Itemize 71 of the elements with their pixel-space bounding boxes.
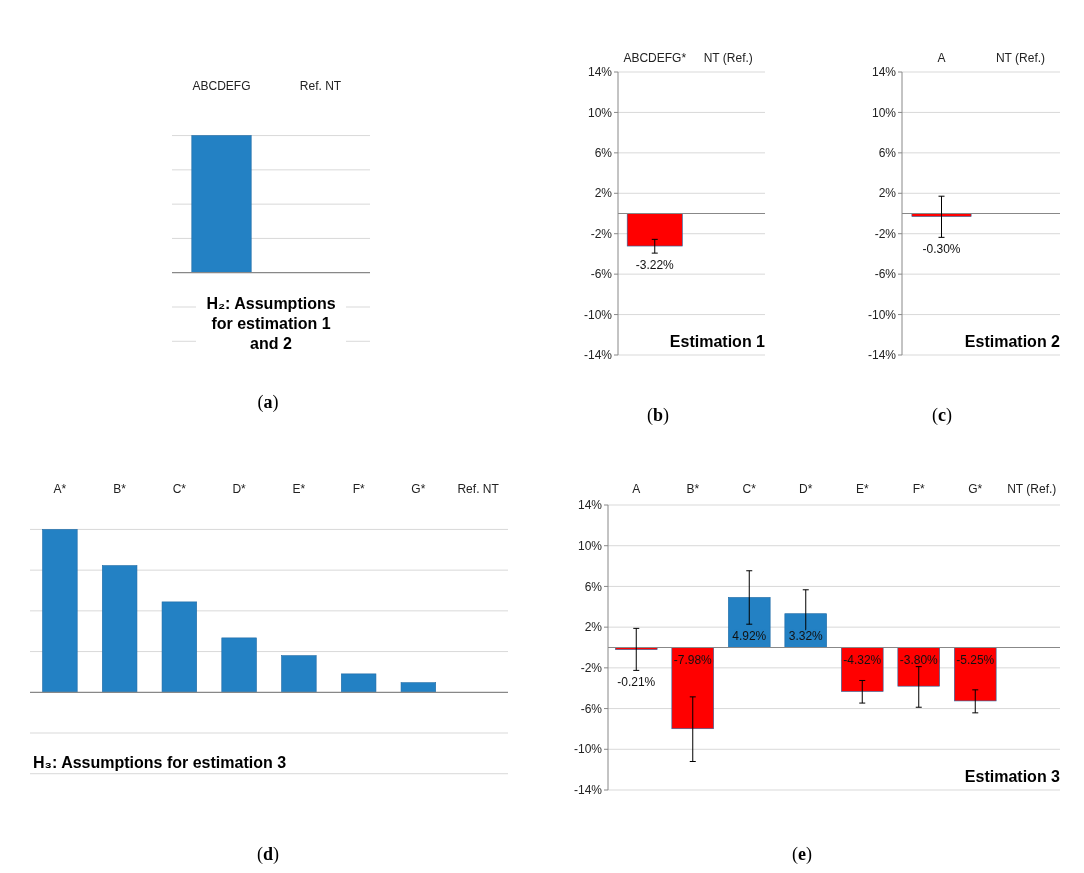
bar	[42, 529, 78, 693]
y-tick-label: 14%	[587, 65, 613, 80]
y-tick-label: 6%	[594, 146, 613, 161]
y-tick-label: -14%	[583, 348, 613, 363]
data-label: 4.92%	[732, 628, 767, 643]
y-tick-label: 10%	[871, 105, 897, 120]
data-label: -3.22%	[635, 258, 675, 273]
y-tick-label: -14%	[573, 783, 603, 798]
x-tick-label: ABCDEFG*	[623, 51, 687, 65]
x-tick-label: B*	[113, 482, 127, 496]
y-tick-label: 14%	[871, 65, 897, 80]
data-label: -4.32%	[843, 652, 882, 667]
x-tick-label: D*	[232, 482, 247, 496]
x-tick-label: D*	[799, 482, 813, 496]
x-tick-label: C*	[172, 482, 187, 496]
text: Estimation 3	[964, 768, 1061, 785]
x-tick-label: E*	[855, 482, 869, 496]
x-tick-label: NT (Ref.)	[703, 51, 753, 65]
x-tick-label: F*	[352, 482, 365, 496]
y-tick-label: -6%	[580, 701, 603, 716]
text: (a)	[257, 392, 279, 413]
y-tick-label: -2%	[590, 226, 613, 241]
x-tick-label: Ref. NT	[457, 482, 500, 496]
x-tick-label: Ref. NT	[299, 79, 342, 93]
y-tick-label: -10%	[867, 307, 897, 322]
x-tick-label: G*	[411, 482, 426, 496]
bar	[102, 565, 138, 693]
y-tick-label: -2%	[874, 226, 897, 241]
text: Estimation 2	[964, 333, 1061, 350]
text: (c)	[932, 405, 952, 426]
bar	[400, 682, 436, 693]
y-tick-label: 14%	[577, 498, 603, 513]
text: Estimation 1	[669, 333, 766, 350]
x-tick-label: E*	[292, 482, 306, 496]
x-tick-label: NT (Ref.)	[1007, 482, 1057, 496]
bar	[281, 655, 317, 693]
x-tick-label: F*	[912, 482, 926, 496]
y-tick-label: 10%	[587, 105, 613, 120]
x-tick-label: G*	[968, 482, 983, 496]
text: H₂: Assumptions for estimation 1 and 2	[206, 294, 336, 352]
y-tick-label: 2%	[878, 186, 897, 201]
text: (e)	[792, 844, 812, 865]
text: H₃: Assumptions for estimation 3	[33, 754, 287, 771]
data-label: -0.21%	[617, 675, 656, 690]
bar	[221, 637, 257, 693]
bar	[341, 673, 377, 693]
text: (b)	[646, 405, 670, 426]
data-label: -5.25%	[956, 652, 995, 667]
y-tick-label: 6%	[584, 579, 603, 594]
y-tick-label: -2%	[580, 661, 603, 676]
y-tick-label: -10%	[583, 307, 613, 322]
x-tick-label: A	[632, 482, 641, 496]
y-tick-label: 6%	[878, 146, 897, 161]
x-tick-label: ABCDEFG	[192, 79, 251, 93]
x-tick-label: C*	[742, 482, 757, 496]
y-tick-label: -6%	[874, 267, 897, 282]
data-label: -0.30%	[922, 242, 961, 257]
data-label: -7.98%	[673, 652, 713, 667]
x-tick-label: A*	[53, 482, 67, 496]
data-label: -3.80%	[899, 652, 939, 667]
y-tick-label: 2%	[594, 186, 613, 201]
y-tick-label: 10%	[577, 538, 603, 553]
y-tick-label: -10%	[573, 742, 603, 757]
y-tick-label: -14%	[867, 348, 897, 363]
x-tick-label: B*	[686, 482, 700, 496]
x-tick-label: A	[937, 51, 946, 65]
y-tick-label: -6%	[590, 267, 613, 282]
y-tick-label: 2%	[584, 620, 603, 635]
x-tick-label: NT (Ref.)	[995, 51, 1046, 65]
text: (d)	[256, 844, 280, 865]
bar	[161, 601, 197, 693]
